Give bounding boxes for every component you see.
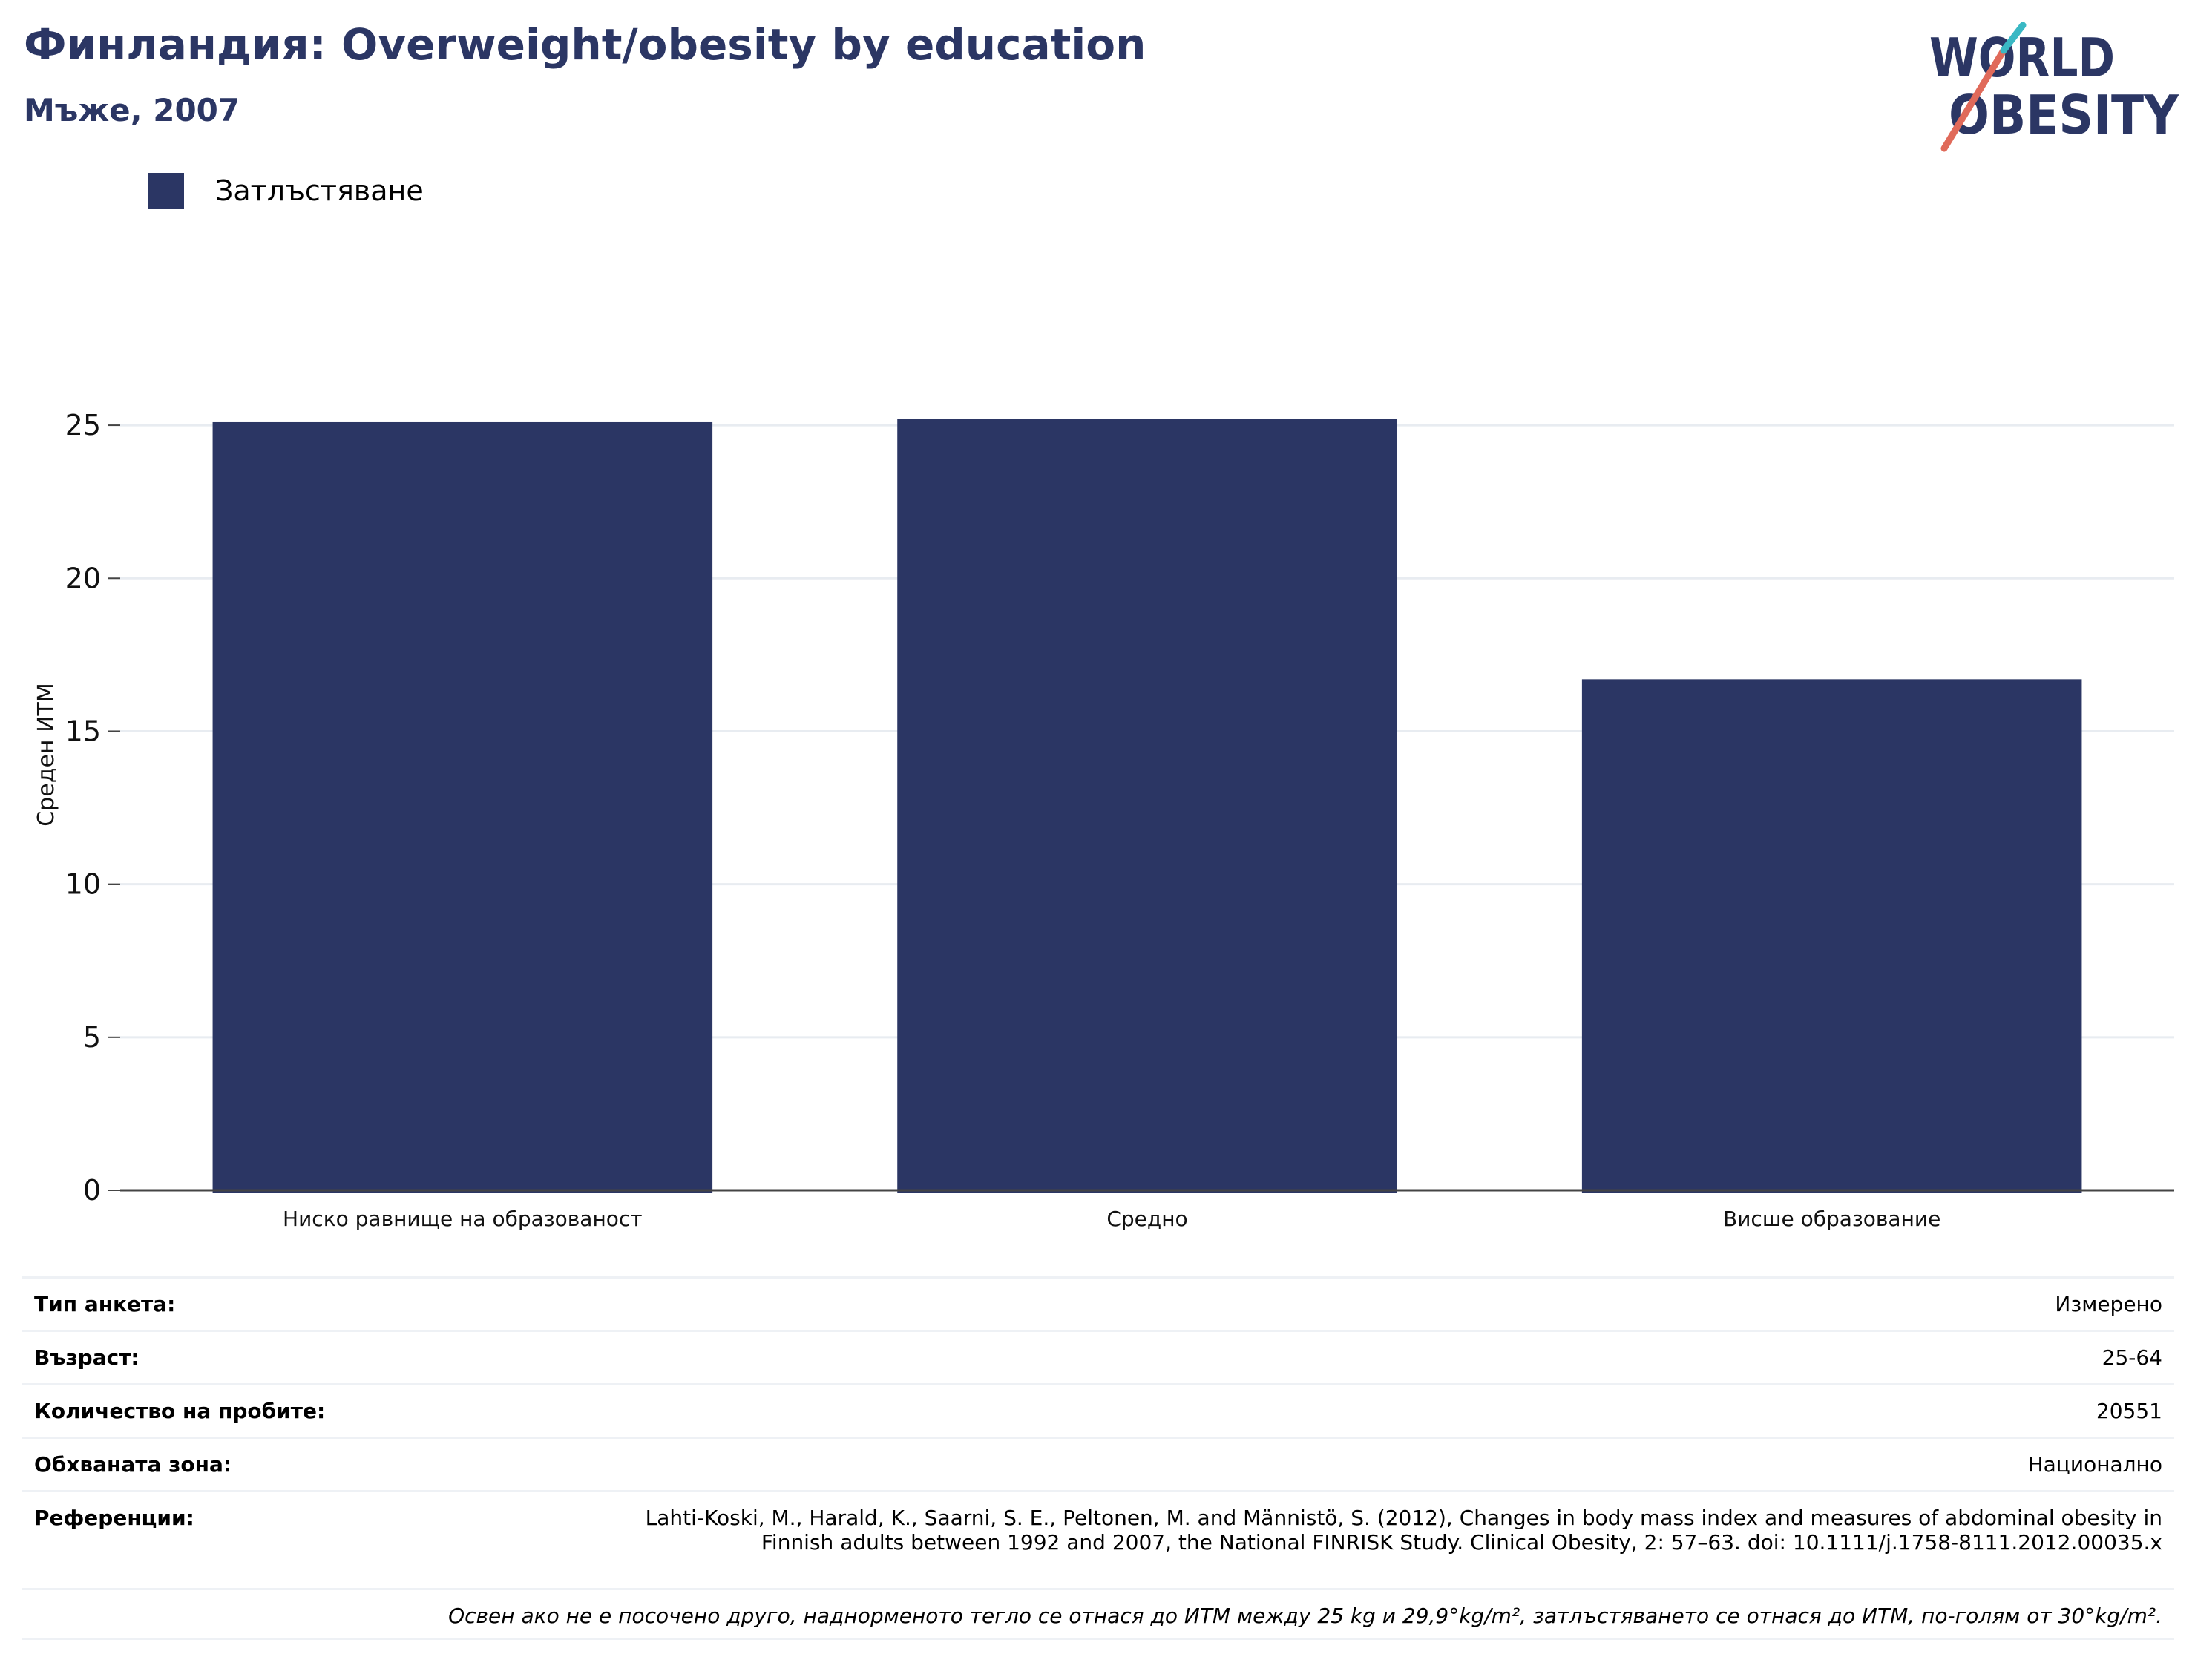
info-label: Референции: (34, 1506, 194, 1530)
bar-chart: 0 5 10 15 20 25 Ниско равнище на образованост С… (33, 409, 2174, 1231)
info-value: Измерено (2055, 1292, 2162, 1316)
info-table: Тип анкета: Измерено Възраст: 25-64 Коли… (22, 1276, 2174, 1640)
bar (897, 419, 1397, 1193)
info-value: Национално (2027, 1452, 2162, 1477)
info-row-references: Референции: Lahti-Koski, M., Harald, K.,… (22, 1490, 2174, 1588)
info-row-survey-type: Тип анкета: Измерено (22, 1276, 2174, 1330)
bar (1581, 679, 2082, 1193)
info-row-age: Възраст: 25-64 (22, 1330, 2174, 1383)
bar (212, 421, 713, 1193)
info-label: Обхваната зона: (34, 1452, 232, 1477)
y-tick-label: 0 (83, 1174, 101, 1207)
chart-title: Финландия: Overweight/obesity by educati… (24, 19, 1146, 70)
info-label: Възраст: (34, 1345, 140, 1370)
y-tick-label: 20 (65, 562, 101, 594)
legend-label-obesity: Затлъстяване (215, 174, 424, 207)
y-tick-label: 25 (65, 409, 101, 442)
y-tick-label: 10 (65, 868, 101, 901)
info-value: 20551 (2096, 1399, 2162, 1423)
x-tick-label: Висше образование (1723, 1207, 1940, 1231)
svg-text:WORLD: WORLD (1929, 27, 2115, 89)
info-row-area-covered: Обхваната зона: Национално (22, 1437, 2174, 1490)
y-axis-label: Среден ИТМ (33, 683, 59, 826)
info-label: Тип анкета: (34, 1292, 176, 1316)
references-text: Lahti-Koski, M., Harald, K., Saarni, S. … (645, 1506, 2162, 1555)
legend: Затлъстяване (148, 172, 424, 209)
info-row-sample-size: Количество на пробите: 20551 (22, 1383, 2174, 1437)
svg-text:OBESITY: OBESITY (1949, 84, 2179, 146)
info-row-note: Освен ако не е посочено друго, наднормен… (22, 1588, 2174, 1640)
info-label: Количество на пробите: (34, 1399, 326, 1423)
y-tick-label: 15 (65, 715, 101, 747)
chart-subtitle: Мъже, 2007 (24, 92, 240, 128)
y-tick-label: 5 (83, 1021, 101, 1054)
definition-note: Освен ако не е посочено друго, наднормен… (448, 1604, 2162, 1628)
info-value: 25-64 (2102, 1345, 2162, 1370)
x-tick-label: Средно (1106, 1207, 1187, 1231)
x-tick-label: Ниско равнище на образованост (283, 1207, 643, 1231)
world-obesity-logo: WORLD OBESITY (1929, 22, 2179, 152)
legend-swatch-obesity (148, 173, 184, 209)
